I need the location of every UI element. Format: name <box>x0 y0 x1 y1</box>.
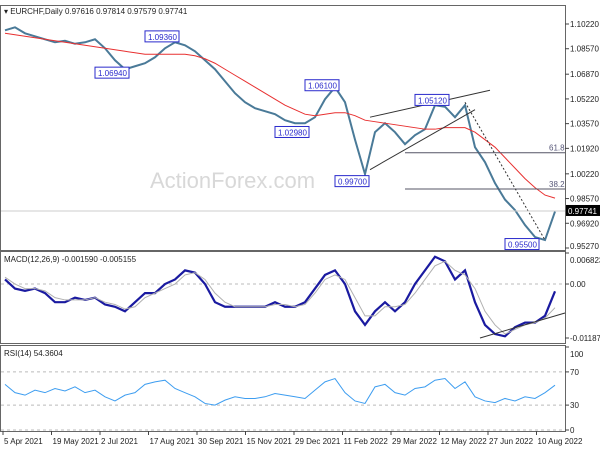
y-tick-label: 1.08570 <box>570 45 599 54</box>
y-tick-label: 1.10220 <box>570 20 599 29</box>
series-price <box>4 26 556 242</box>
series-signal <box>4 260 556 335</box>
macd-trend-line <box>479 312 566 339</box>
macd-title: MACD(12,26,9) -0.001590 -0.005155 <box>4 255 137 264</box>
y-tick-label: 0 <box>570 426 575 435</box>
y-tick-label: 1.06870 <box>570 70 599 79</box>
price-label: 1.09360 <box>148 33 177 42</box>
price-panel <box>0 5 566 251</box>
y-tick-label: 0.96920 <box>570 219 599 228</box>
price-label: 1.06100 <box>308 82 337 91</box>
rsi-title: RSI(14) 54.3604 <box>4 349 63 358</box>
last-price-label: 0.97741 <box>568 207 597 216</box>
y-tick-label: -0.011874 <box>570 334 600 343</box>
price-label-box <box>334 175 370 188</box>
price-label-box <box>144 30 180 43</box>
y-tick-label: 0.006823 <box>570 256 600 265</box>
x-tick-label: 15 Nov 2021 <box>247 437 293 446</box>
price-label: 1.05120 <box>418 96 447 105</box>
price-title: ▾ EURCHF,Daily 0.97616 0.97814 0.97579 0… <box>4 7 188 16</box>
y-tick-label: 1.05220 <box>570 95 599 104</box>
fib-label: 61.8 <box>549 144 565 153</box>
x-tick-label: 29 Mar 2022 <box>392 437 437 446</box>
price-label: 0.99700 <box>338 178 367 187</box>
x-tick-label: 10 Aug 2022 <box>538 437 583 446</box>
y-tick-label: 30 <box>570 401 579 410</box>
channel-line <box>369 109 476 171</box>
rsi-panel <box>0 345 566 432</box>
y-tick-label: 1.01920 <box>570 144 599 153</box>
y-tick-label: 0.98570 <box>570 195 599 204</box>
macd-panel <box>0 251 566 344</box>
price-label: 1.02980 <box>278 128 307 137</box>
y-tick-label: 1.00220 <box>570 170 599 179</box>
x-tick-label: 12 May 2022 <box>441 437 488 446</box>
y-tick-label: 70 <box>570 368 579 377</box>
x-tick-label: 29 Dec 2021 <box>295 437 341 446</box>
fib-label: 38.2 <box>549 180 565 189</box>
price-label-box <box>94 66 130 79</box>
price-label: 1.06940 <box>98 69 127 78</box>
watermark: ActionForex.com <box>150 168 315 193</box>
series-rsi <box>4 377 556 406</box>
price-label-box <box>304 79 340 92</box>
y-tick-label: 0.95270 <box>570 242 599 251</box>
y-tick-label: 1.03570 <box>570 120 599 129</box>
y-tick-label: 100 <box>570 350 584 359</box>
series-ma <box>4 32 556 199</box>
price-label-box <box>274 125 310 138</box>
last-price-box <box>566 204 600 216</box>
series-macd <box>4 255 557 338</box>
price-label-box <box>414 93 450 106</box>
x-tick-label: 17 Aug 2021 <box>150 437 195 446</box>
x-tick-label: 5 Apr 2021 <box>4 437 43 446</box>
price-label: 0.95500 <box>508 241 537 250</box>
trend-line <box>464 101 546 241</box>
x-tick-label: 27 Jun 2022 <box>489 437 534 446</box>
x-tick-label: 19 May 2021 <box>53 437 100 446</box>
y-tick-label: 0.00 <box>570 280 586 289</box>
x-tick-label: 2 Jul 2021 <box>101 437 138 446</box>
price-label-box <box>504 238 540 251</box>
x-tick-label: 11 Feb 2022 <box>344 437 389 446</box>
x-tick-label: 30 Sep 2021 <box>198 437 244 446</box>
